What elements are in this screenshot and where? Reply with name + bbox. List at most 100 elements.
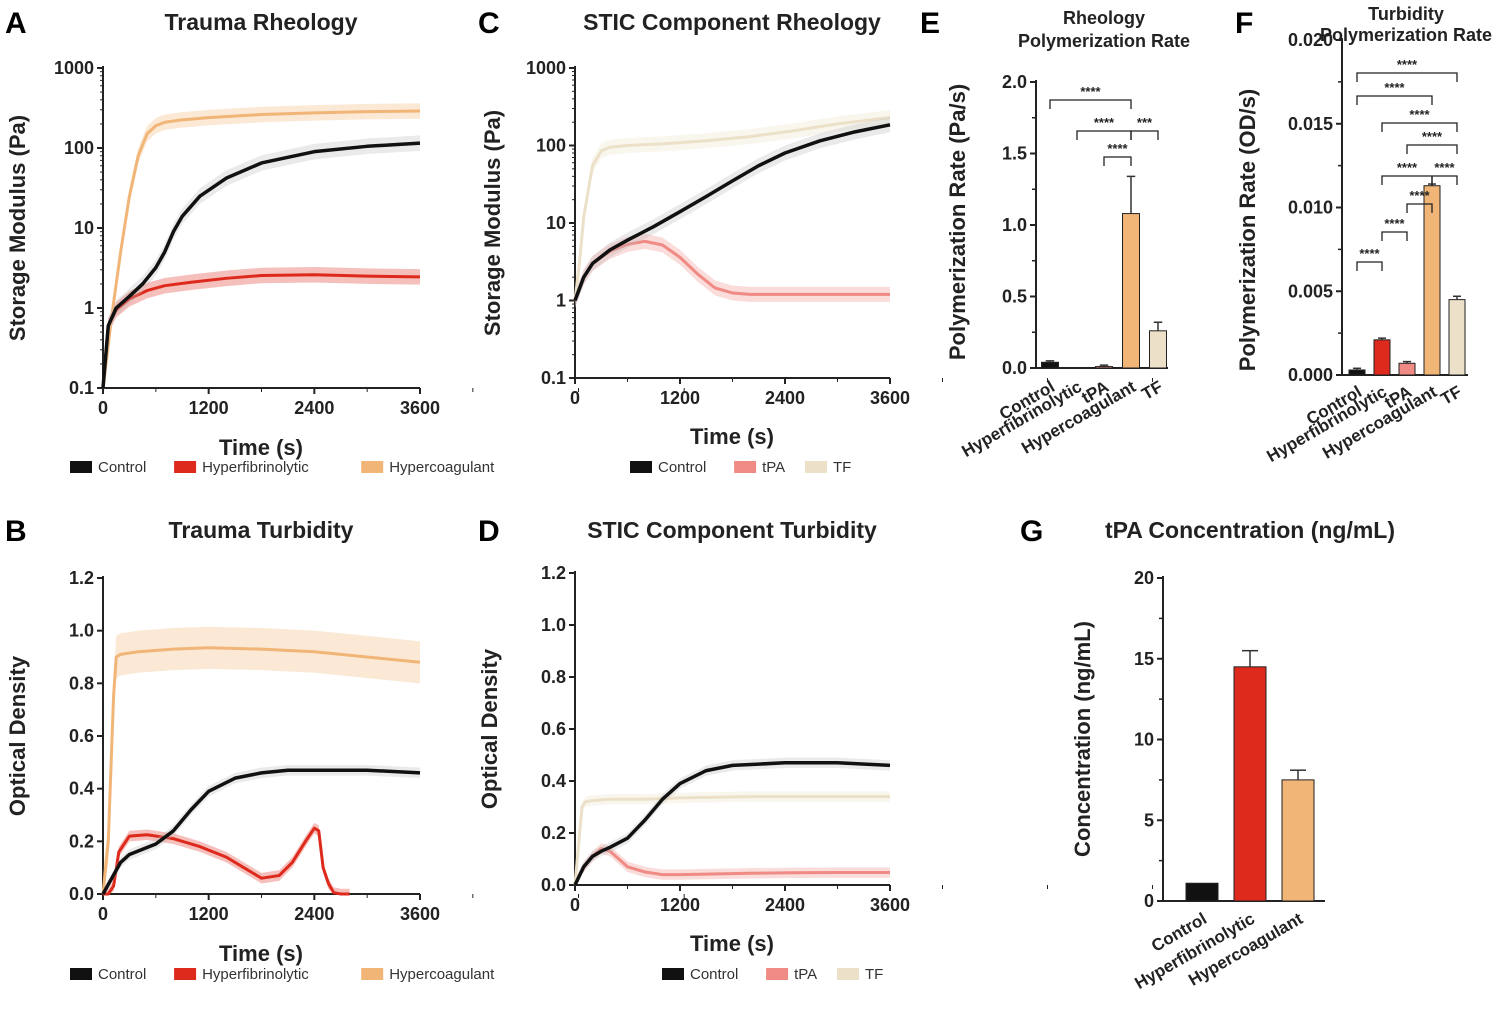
panel-letter: G xyxy=(1020,515,1043,548)
legend-label: Hyperfibrinolytic xyxy=(202,966,309,983)
y-tick-label: 0.1 xyxy=(69,378,94,398)
x-tick-label: 2400 xyxy=(765,388,805,408)
y-tick-label: 0.6 xyxy=(69,726,94,746)
significance-label: **** xyxy=(1409,107,1430,122)
chart-panel-g: 0 5 10 15 20 tPA Concentration (ng/mL) G Concen… xyxy=(1020,515,1395,993)
x-tick-label: 2400 xyxy=(294,398,334,418)
y-tick-label: 2.0 xyxy=(1002,72,1027,92)
legend-swatch-control xyxy=(630,461,652,473)
x-tick-label: 0 xyxy=(98,398,108,418)
y-tick-label: 10 xyxy=(546,213,566,233)
series-error-band-control xyxy=(575,117,890,309)
x-tick-label: 3600 xyxy=(400,904,440,924)
y-tick-label: 0.015 xyxy=(1288,114,1333,134)
legend-swatch-tf xyxy=(837,968,859,980)
significance-label: **** xyxy=(1397,57,1418,72)
chart-title: Polymerization Rate xyxy=(1320,25,1492,45)
bar-hypercoagulant xyxy=(1423,185,1441,376)
panel-letter: D xyxy=(478,515,500,548)
series-error-band-hyperfibrinolytic xyxy=(103,267,420,388)
y-tick-label: 0.4 xyxy=(541,771,566,791)
y-axis-label: Polymerization Rate (OD/s) xyxy=(1235,89,1260,371)
category-label: TF xyxy=(1139,377,1166,404)
y-tick-label: 0.8 xyxy=(541,667,566,687)
bar-hyperfibrinolytic xyxy=(1373,339,1391,376)
y-tick-label: 10 xyxy=(74,218,94,238)
y-tick-label: 20 xyxy=(1134,568,1154,588)
significance-label: **** xyxy=(1422,129,1443,144)
chart-title: Rheology xyxy=(1063,8,1145,28)
significance-bracket xyxy=(1381,122,1458,132)
y-tick-label: 0.6 xyxy=(541,719,566,739)
x-tick-label: 0 xyxy=(98,904,108,924)
chart-panel-d: 0.0 0.2 0.4 0.6 0.8 1.0 1.2 STIC Component Turb… xyxy=(477,515,1153,983)
bar-hypercoagulant xyxy=(1281,779,1315,902)
series-line-tf xyxy=(573,795,890,886)
series-line-control xyxy=(573,123,891,302)
legend-swatch-tpa xyxy=(734,461,757,473)
significance-label: *** xyxy=(1137,115,1153,130)
x-tick-label: 3600 xyxy=(400,398,440,418)
significance-bracket xyxy=(1076,130,1132,140)
y-tick-label: 0.020 xyxy=(1288,30,1333,50)
y-tick-label: 1.5 xyxy=(1002,144,1027,164)
bar-tpa xyxy=(1095,366,1113,369)
significance-bracket xyxy=(1431,175,1458,185)
y-tick-label: 1.0 xyxy=(69,621,94,641)
bar-control xyxy=(1185,882,1219,902)
chart-title: STIC Component Turbidity xyxy=(587,517,877,543)
x-tick-label: 2400 xyxy=(294,904,334,924)
bar-tf xyxy=(1149,330,1167,369)
series-line-control xyxy=(101,768,421,895)
significance-bracket xyxy=(1356,261,1383,271)
y-tick-label: 5 xyxy=(1144,810,1154,830)
bar-tf xyxy=(1448,299,1466,376)
significance-label: **** xyxy=(1359,246,1380,261)
series-line-control xyxy=(101,141,421,389)
series-line-hypercoagulant xyxy=(101,109,421,389)
series-line-hypercoagulant xyxy=(101,646,421,895)
legend-label: tPA xyxy=(762,459,785,476)
chart-panel-e: 0.0 0.5 1.0 1.5 2.0 Rheology Polymerization Ra… xyxy=(920,7,1190,461)
y-tick-label: 0.2 xyxy=(541,823,566,843)
x-axis-label: Time (s) xyxy=(690,424,774,449)
x-axis-label: Time (s) xyxy=(219,941,303,966)
y-tick-label: 0 xyxy=(1144,891,1154,911)
series-line-tf xyxy=(573,115,891,301)
y-tick-label: 1.0 xyxy=(1002,215,1027,235)
significance-label: **** xyxy=(1094,115,1115,130)
significance-bracket xyxy=(1406,203,1433,213)
y-tick-label: 0.1 xyxy=(541,368,566,388)
significance-label: **** xyxy=(1384,80,1405,95)
y-tick-label: 0.8 xyxy=(69,673,94,693)
chart-title: Trauma Turbidity xyxy=(169,517,354,543)
significance-label: **** xyxy=(1384,216,1405,231)
legend-swatch-hyperfibrinolytic xyxy=(174,968,197,980)
significance-bracket xyxy=(1356,95,1433,105)
y-tick-label: 100 xyxy=(536,136,566,156)
category-label: TF xyxy=(1438,382,1465,409)
significance-label: **** xyxy=(1080,84,1101,99)
significance-bracket xyxy=(1406,144,1458,154)
bar-control xyxy=(1041,361,1059,369)
series-error-band-tpa xyxy=(575,233,890,309)
y-tick-label: 1.2 xyxy=(541,563,566,583)
y-tick-label: 1000 xyxy=(526,58,566,78)
x-tick-label: 2400 xyxy=(765,895,805,915)
bar-hyperfibrinolytic xyxy=(1233,666,1267,902)
y-tick-label: 15 xyxy=(1134,649,1154,669)
x-tick-label: 1200 xyxy=(660,388,700,408)
x-tick-label: 1200 xyxy=(660,895,700,915)
significance-bracket xyxy=(1103,156,1132,166)
y-tick-label: 0.0 xyxy=(1002,358,1027,378)
y-axis-label: Storage Modulus (Pa) xyxy=(480,110,505,336)
y-tick-label: 1 xyxy=(556,291,566,311)
y-tick-label: 1000 xyxy=(54,58,94,78)
y-tick-label: 0.0 xyxy=(541,875,566,895)
y-tick-label: 1 xyxy=(84,298,94,318)
y-tick-label: 10 xyxy=(1134,730,1154,750)
panel-letter: B xyxy=(5,515,27,548)
legend-label: Control xyxy=(658,459,706,476)
